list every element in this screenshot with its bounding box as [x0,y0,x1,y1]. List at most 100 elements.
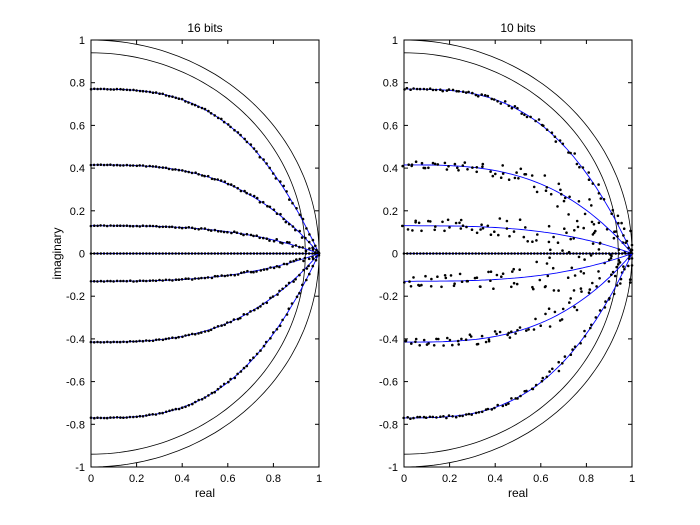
data-point [439,415,442,419]
data-point [439,88,442,91]
data-point [517,177,520,180]
data-point [598,309,602,312]
data-point [618,261,622,264]
data-point [278,289,281,293]
data-point [307,240,311,244]
x-tick-label: 0.2 [129,473,144,485]
data-point [102,163,106,167]
data-point [252,147,256,150]
data-point [477,252,481,255]
data-point [252,194,256,198]
data-point [561,142,565,146]
data-point [304,252,308,255]
data-point [96,87,99,91]
data-point [314,244,317,248]
data-point [490,252,494,255]
data-point [616,214,620,218]
data-point [122,279,125,283]
data-point [102,341,106,344]
data-point [417,283,420,287]
data-point [112,416,115,419]
data-point [406,416,410,419]
data-point [282,184,286,188]
data-point [180,97,184,101]
data-point [187,404,191,407]
data-point [180,226,184,230]
data-point [610,212,613,215]
data-point [559,252,562,255]
data-point [197,277,200,280]
data-point [265,267,269,271]
data-point [131,164,135,167]
data-point [441,89,445,93]
data-point [200,398,204,401]
y-tick-label: -0.4 [379,334,398,346]
data-point [285,190,288,193]
data-point [203,276,207,280]
data-point [433,228,437,232]
data-point [580,290,583,293]
data-point [219,179,223,182]
data-point [456,339,460,343]
data-point [89,163,93,167]
data-point [131,224,135,228]
data-point [99,252,103,255]
data-point [112,224,116,228]
data-point [226,252,230,255]
data-point [193,252,197,255]
data-point [547,224,551,228]
data-point [119,224,122,227]
data-point [102,416,106,420]
data-point [122,164,125,167]
data-point [559,188,562,192]
data-point [132,340,135,343]
data-point [475,276,479,280]
data-point [255,270,258,273]
data-point [259,252,262,255]
data-point [226,321,229,324]
data-point [590,323,593,327]
data-point [223,323,226,327]
y-tick-label: 0 [79,249,85,261]
data-point [568,301,571,304]
data-point [448,252,451,255]
data-point [505,219,509,223]
data-point [180,278,184,281]
data-point [437,337,440,341]
data-point [158,278,161,282]
data-point [464,338,468,342]
data-point [567,213,570,216]
data-point [144,165,148,168]
data-point [184,100,187,103]
data-point [627,257,631,261]
data-point [486,94,490,98]
data-point [125,340,129,344]
data-point [168,409,171,413]
data-point [594,252,598,255]
data-point [148,339,151,343]
data-point [200,252,203,255]
data-point [99,163,103,166]
data-point [506,252,510,255]
data-point [255,234,258,237]
data-point [180,406,184,410]
data-point [272,208,276,211]
data-point [516,328,519,332]
data-point [592,231,596,235]
data-point [145,252,148,255]
data-point [442,415,445,418]
data-point [229,377,232,381]
data-point [480,93,484,96]
data-point [630,243,634,247]
data-point [275,238,279,241]
data-point [213,252,217,255]
data-point [269,266,272,269]
data-point [623,267,626,271]
data-point [513,252,516,255]
data-point [508,234,511,238]
data-point [135,415,138,419]
data-point [154,413,158,416]
data-point [197,173,200,176]
data-point [171,336,174,340]
data-point [301,252,305,255]
